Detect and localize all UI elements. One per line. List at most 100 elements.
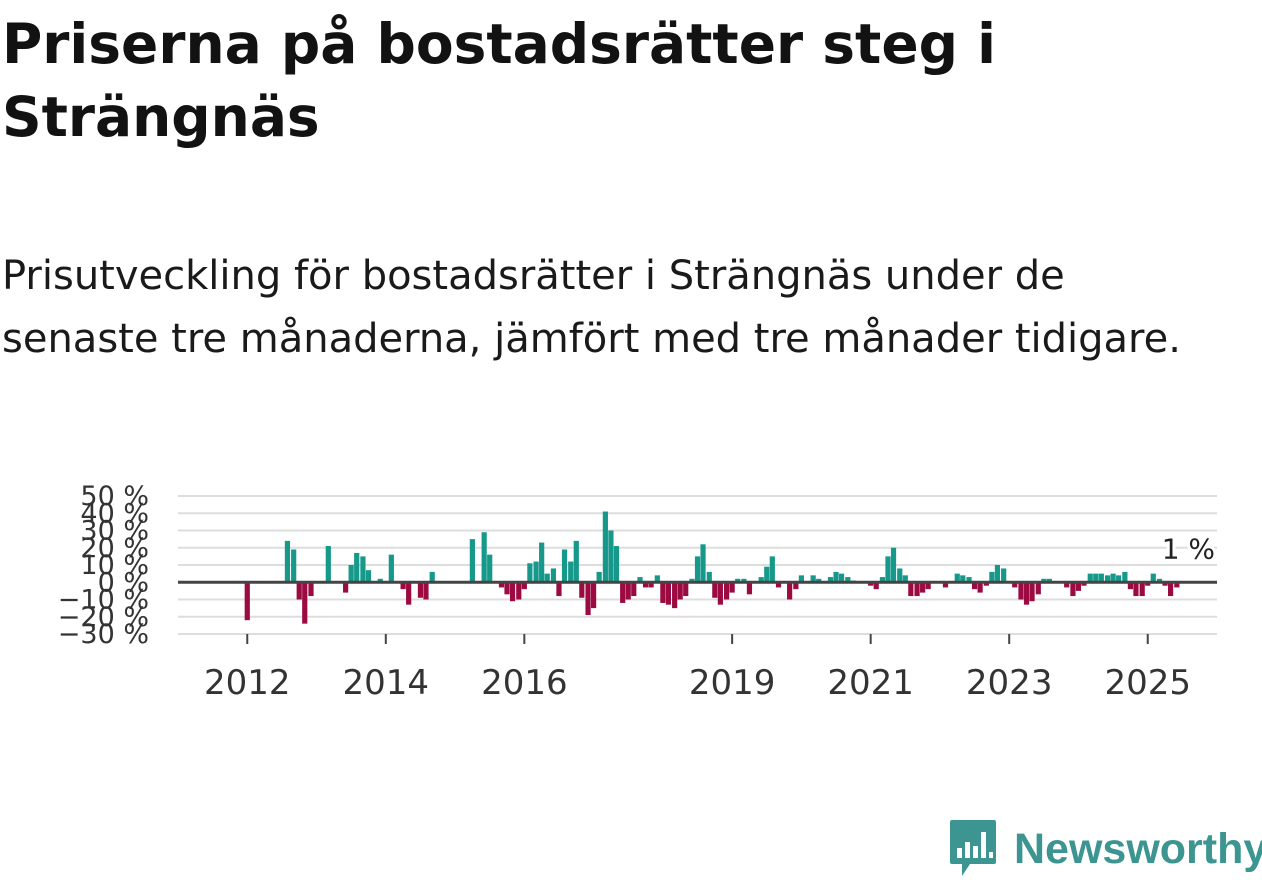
bar — [908, 582, 914, 597]
bar — [798, 575, 804, 583]
bar — [1046, 578, 1052, 583]
bar — [516, 582, 522, 600]
x-tick-label: 2012 — [204, 663, 291, 703]
x-tick-label: 2023 — [966, 663, 1053, 703]
bar — [810, 575, 816, 583]
bar — [787, 582, 793, 600]
bar — [890, 547, 897, 583]
bar — [348, 565, 354, 583]
bar — [539, 542, 545, 583]
y-tick-label: −20 % — [58, 602, 149, 633]
bar — [417, 582, 424, 598]
bar — [672, 582, 678, 609]
bar — [793, 582, 799, 590]
bar — [764, 566, 770, 583]
bar — [1127, 582, 1134, 590]
bar — [971, 582, 978, 590]
x-tick-label: 2014 — [343, 663, 430, 703]
bar — [1093, 573, 1099, 583]
bar — [354, 552, 360, 583]
bar — [568, 561, 574, 583]
bar — [423, 582, 429, 600]
bar — [689, 578, 695, 583]
y-tick-label: 30 % — [80, 516, 149, 547]
bar — [585, 582, 591, 616]
bar — [942, 582, 949, 588]
y-tick-label: 10 % — [80, 550, 149, 581]
bar — [291, 549, 297, 583]
bar — [1018, 582, 1024, 600]
bar — [556, 582, 562, 597]
bar — [706, 571, 712, 583]
bar — [833, 571, 839, 583]
bar — [521, 582, 527, 590]
bar — [885, 556, 891, 583]
bar — [1116, 575, 1122, 583]
bar — [296, 582, 302, 600]
y-tick-label: 20 % — [80, 533, 149, 564]
bar — [1150, 573, 1156, 583]
bar — [596, 571, 602, 583]
bar — [1064, 582, 1070, 588]
bar — [481, 532, 487, 583]
bar — [845, 577, 851, 583]
bar — [1001, 568, 1007, 583]
bar — [1104, 575, 1111, 583]
bar — [735, 578, 741, 583]
bar — [873, 582, 879, 590]
bar — [741, 578, 747, 583]
bar — [1041, 578, 1047, 583]
bar — [1139, 582, 1145, 597]
bar — [914, 582, 920, 597]
bar — [660, 582, 666, 603]
bar — [954, 573, 960, 583]
brand-logo: Newsworthy — [948, 818, 1262, 880]
bar — [498, 582, 505, 588]
bar — [1145, 582, 1151, 586]
bar — [723, 582, 730, 600]
bar — [1098, 573, 1104, 583]
bar — [527, 563, 533, 583]
bar — [1029, 582, 1035, 602]
bar — [244, 582, 250, 621]
bar — [983, 582, 989, 586]
axes — [178, 580, 1217, 644]
bar — [920, 582, 926, 593]
bar — [648, 582, 654, 588]
bar — [377, 578, 383, 583]
bar — [683, 582, 689, 597]
y-tick-label: −10 % — [58, 585, 149, 616]
bar — [994, 565, 1001, 583]
bar — [694, 556, 701, 583]
y-tick-label: −30 % — [58, 619, 149, 650]
bar — [1162, 582, 1168, 586]
bar — [966, 577, 972, 583]
bar — [388, 554, 394, 583]
bar-chart: −30 %−20 %−10 %0 %10 %20 %30 %40 %50 % 20… — [58, 481, 1218, 703]
bars — [244, 511, 1180, 624]
bar — [642, 582, 649, 588]
bar — [429, 571, 435, 583]
bar — [1133, 582, 1139, 597]
bar — [1023, 582, 1030, 605]
bar — [977, 582, 983, 593]
bar — [769, 556, 775, 583]
brand-name: Newsworthy — [1014, 824, 1262, 873]
bar — [343, 582, 349, 593]
bar — [620, 582, 626, 603]
bar — [365, 570, 372, 583]
bar — [602, 511, 608, 583]
bar — [406, 582, 412, 605]
bar — [879, 577, 886, 583]
bar — [897, 568, 903, 583]
x-tick-label: 2016 — [481, 663, 568, 703]
x-tick-label: 2019 — [689, 663, 776, 703]
bar — [1081, 582, 1087, 586]
bar — [544, 573, 550, 583]
bar — [1087, 573, 1093, 583]
bar — [677, 582, 683, 600]
bar — [665, 582, 672, 605]
bar — [608, 530, 614, 583]
bar — [868, 582, 874, 586]
chart-title: Priserna på bostadsrätter steg i Strängn… — [2, 12, 997, 149]
